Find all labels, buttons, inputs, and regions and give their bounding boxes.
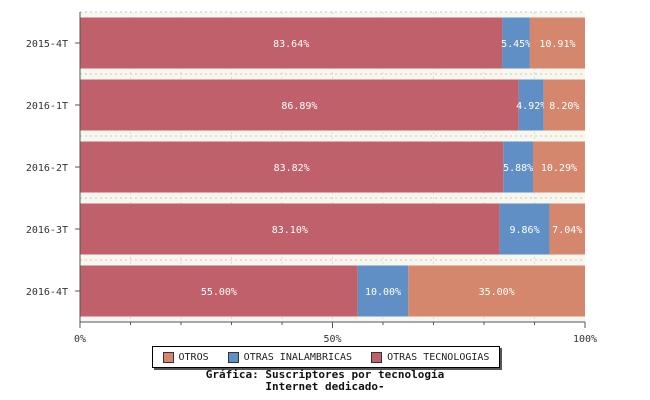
legend-item-otras-tecnologias: OTRAS TECNOLOGIAS bbox=[371, 351, 490, 363]
bar-segment bbox=[408, 265, 585, 317]
chart-legend: OTROS OTRAS INALAMBRICAS OTRAS TECNOLOGI… bbox=[152, 346, 500, 368]
legend-swatch-otras-inalambricas bbox=[227, 351, 239, 363]
legend-swatch-otros bbox=[162, 351, 174, 363]
bar-data-label: 10.29% bbox=[541, 163, 577, 174]
bar-data-label: 5.45% bbox=[501, 39, 531, 50]
legend-label-otras-inalambricas: OTRAS INALAMBRICAS bbox=[243, 351, 353, 363]
y-tick-label: 2016-3T bbox=[26, 225, 68, 236]
bar-segment bbox=[80, 265, 358, 317]
chart-caption-line2: Internet dedicado- bbox=[265, 380, 385, 393]
bar-segment bbox=[543, 79, 586, 131]
y-tick-label: 2016-2T bbox=[26, 163, 68, 174]
chart-caption-line1: Gráfica: Suscriptores por tecnología bbox=[205, 368, 445, 381]
bar-data-label: 83.64% bbox=[273, 39, 309, 50]
bar-data-label: 5.88% bbox=[503, 163, 533, 174]
x-tick-label: 50% bbox=[323, 334, 341, 345]
legend-label-otras-tecnologias: OTRAS TECNOLOGIAS bbox=[387, 351, 490, 363]
y-tick-label: 2016-1T bbox=[26, 101, 68, 112]
bar-data-label: 8.20% bbox=[549, 101, 579, 112]
bar-segment bbox=[499, 203, 550, 255]
bar-data-label: 35.00% bbox=[479, 287, 515, 298]
bar-segment bbox=[529, 17, 585, 69]
bar-data-label: 10.00% bbox=[365, 287, 401, 298]
legend-item-otros: OTROS bbox=[162, 351, 209, 363]
bar-data-label: 9.86% bbox=[509, 225, 539, 236]
bar-data-label: 7.04% bbox=[552, 225, 582, 236]
bar-data-label: 10.91% bbox=[539, 39, 575, 50]
x-tick-label: 100% bbox=[573, 334, 597, 345]
bar-data-label: 4.92% bbox=[516, 101, 546, 112]
legend-swatch-otras-tecnologias bbox=[371, 351, 383, 363]
bar-data-label: 55.00% bbox=[201, 287, 237, 298]
bar-data-label: 83.82% bbox=[274, 163, 310, 174]
bar-segment bbox=[503, 141, 533, 193]
y-tick-label: 2016-4T bbox=[26, 287, 68, 298]
bar-segment bbox=[518, 79, 544, 131]
bar-segment bbox=[502, 17, 530, 69]
bar-segment bbox=[80, 79, 519, 131]
bar-segment bbox=[549, 203, 585, 255]
bar-segment bbox=[80, 203, 500, 255]
bar-data-label: 83.10% bbox=[272, 225, 308, 236]
legend-label-otros: OTROS bbox=[178, 351, 209, 363]
bar-segment bbox=[80, 17, 503, 69]
bar-segment bbox=[357, 265, 409, 317]
bar-segment bbox=[80, 141, 504, 193]
bar-segment bbox=[532, 141, 585, 193]
y-tick-label: 2015-4T bbox=[26, 39, 68, 50]
x-tick-label: 0% bbox=[74, 334, 86, 345]
stacked-bar-chart: 83.64% 5.45% 10.91% 2015-4T 86.89% 4.92% 8.20%… bbox=[26, 11, 597, 345]
legend-item-otras-inalambricas: OTRAS INALAMBRICAS bbox=[227, 351, 353, 363]
bar-data-label: 86.89% bbox=[281, 101, 317, 112]
